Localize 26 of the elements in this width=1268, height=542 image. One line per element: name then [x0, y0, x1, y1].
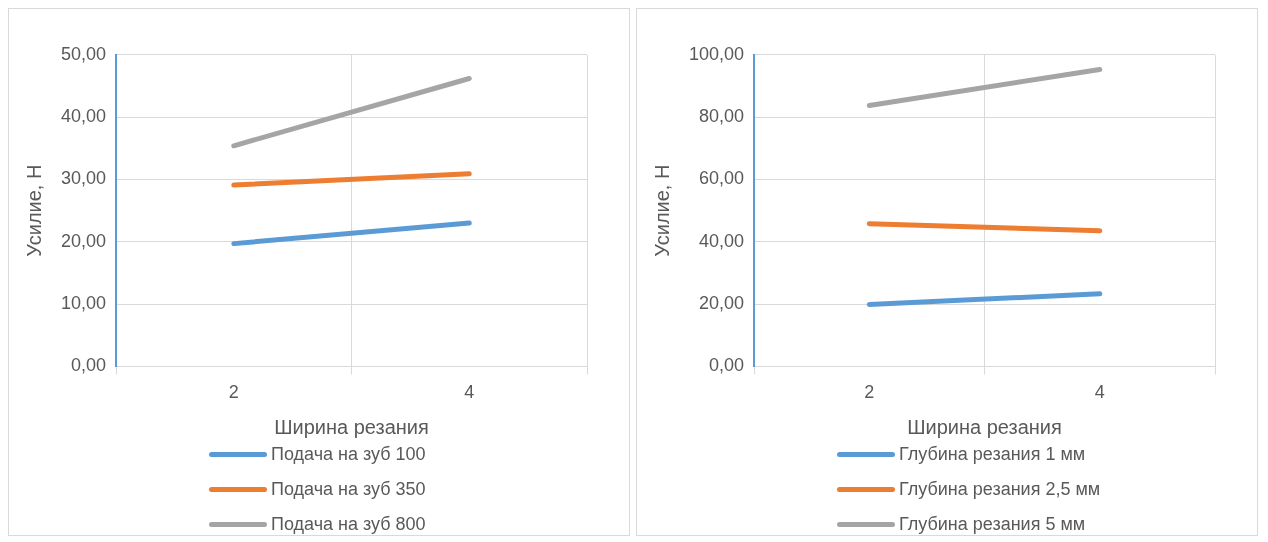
legend-label: Глубина резания 2,5 мм	[899, 479, 1101, 500]
x-tick-label: 2	[228, 382, 239, 403]
y-axis-title: Усилие, Н	[22, 164, 45, 257]
legend-label: Подача на зуб 100	[271, 444, 426, 465]
y-axis-title: Усилие, Н	[650, 164, 673, 257]
x-axis-title: Ширина резания	[907, 415, 1062, 438]
x-tick-label: 4	[464, 382, 475, 403]
y-tick-label: 100,00	[688, 43, 745, 64]
legend-label: Глубина резания 1 мм	[899, 444, 1086, 465]
x-tick-label: 2	[864, 382, 875, 403]
x-tick-label: 4	[1094, 382, 1105, 403]
x-axis-title: Ширина резания	[274, 415, 429, 438]
legend-label: Подача на зуб 350	[271, 479, 426, 500]
y-tick-label: 80,00	[699, 106, 745, 127]
y-tick-label: 20,00	[61, 230, 107, 251]
y-tick-label: 60,00	[699, 168, 745, 189]
y-tick-label: 0,00	[709, 355, 745, 376]
y-tick-label: 30,00	[61, 168, 107, 189]
y-tick-label: 40,00	[61, 106, 107, 127]
y-tick-label: 10,00	[61, 293, 107, 314]
legend-label: Глубина резания 5 мм	[899, 514, 1086, 535]
y-tick-label: 50,00	[61, 43, 107, 64]
y-tick-label: 40,00	[699, 230, 745, 251]
y-tick-label: 0,00	[71, 355, 107, 376]
y-tick-label: 20,00	[699, 293, 745, 314]
legend-label: Подача на зуб 800	[271, 514, 426, 535]
